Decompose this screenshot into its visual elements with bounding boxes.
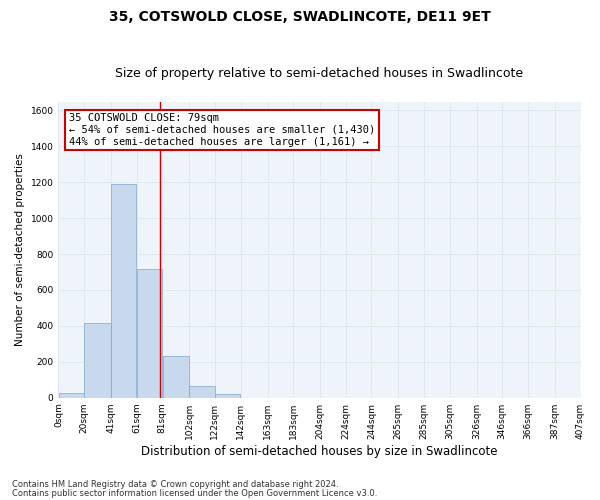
Bar	[163, 356, 189, 398]
Bar	[190, 386, 215, 398]
Bar	[137, 270, 162, 398]
Bar	[111, 184, 136, 398]
Text: 35, COTSWOLD CLOSE, SWADLINCOTE, DE11 9ET: 35, COTSWOLD CLOSE, SWADLINCOTE, DE11 9E…	[109, 10, 491, 24]
Bar	[215, 394, 241, 398]
Text: Contains public sector information licensed under the Open Government Licence v3: Contains public sector information licen…	[12, 488, 377, 498]
Text: Contains HM Land Registry data © Crown copyright and database right 2024.: Contains HM Land Registry data © Crown c…	[12, 480, 338, 489]
Text: 35 COTSWOLD CLOSE: 79sqm
← 54% of semi-detached houses are smaller (1,430)
44% o: 35 COTSWOLD CLOSE: 79sqm ← 54% of semi-d…	[69, 114, 375, 146]
Bar	[84, 323, 111, 398]
Y-axis label: Number of semi-detached properties: Number of semi-detached properties	[15, 153, 25, 346]
X-axis label: Distribution of semi-detached houses by size in Swadlincote: Distribution of semi-detached houses by …	[141, 444, 498, 458]
Bar	[59, 393, 84, 398]
Title: Size of property relative to semi-detached houses in Swadlincote: Size of property relative to semi-detach…	[115, 66, 524, 80]
